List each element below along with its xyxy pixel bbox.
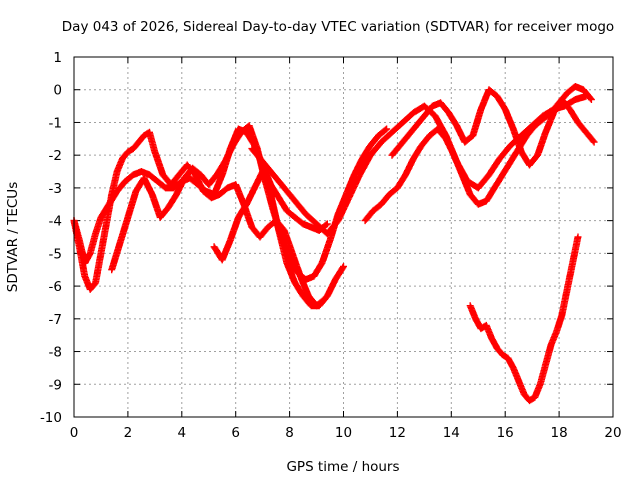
chart-title: Day 043 of 2026, Sidereal Day-to-day VTE… bbox=[62, 19, 614, 35]
y-tick-label: -3 bbox=[49, 181, 62, 197]
y-tick-label: -10 bbox=[40, 410, 62, 426]
y-tick-label: -2 bbox=[49, 148, 62, 164]
y-tick-label: 0 bbox=[53, 83, 62, 99]
series-trace-5 bbox=[248, 92, 590, 238]
x-tick-label: 10 bbox=[335, 425, 352, 441]
plot-frame bbox=[73, 56, 614, 418]
x-tick-label: 4 bbox=[178, 425, 187, 441]
y-tick-label: -9 bbox=[49, 377, 62, 393]
data-points bbox=[70, 83, 598, 405]
x-tick-label: 2 bbox=[124, 425, 133, 441]
x-tick-label: 14 bbox=[443, 425, 460, 441]
y-tick-label: -6 bbox=[49, 279, 62, 295]
series-trace-4 bbox=[210, 168, 347, 310]
y-tick-label: -7 bbox=[49, 312, 62, 328]
x-tick-label: 12 bbox=[389, 425, 406, 441]
y-tick-label: -5 bbox=[49, 246, 62, 262]
series-markers bbox=[388, 86, 598, 169]
x-tick-label: 16 bbox=[497, 425, 514, 441]
series-markers bbox=[466, 233, 582, 405]
y-axis-label: SDTVAR / TECUs bbox=[5, 182, 21, 292]
series-trace-7 bbox=[388, 86, 598, 169]
y-tick-label: 1 bbox=[53, 50, 62, 66]
y-tick-label: -8 bbox=[49, 345, 62, 361]
x-tick-label: 6 bbox=[231, 425, 240, 441]
x-axis-label: GPS time / hours bbox=[286, 459, 399, 475]
series-markers bbox=[248, 92, 590, 238]
x-tick-label: 0 bbox=[70, 425, 79, 441]
grid bbox=[74, 57, 613, 417]
series-trace-8 bbox=[466, 233, 582, 405]
y-tick-label: -4 bbox=[49, 214, 62, 230]
x-tick-label: 8 bbox=[285, 425, 294, 441]
x-tick-label: 20 bbox=[604, 425, 621, 441]
series-markers bbox=[210, 168, 347, 310]
y-tick-label: -1 bbox=[49, 115, 62, 131]
x-tick-label: 18 bbox=[551, 425, 568, 441]
